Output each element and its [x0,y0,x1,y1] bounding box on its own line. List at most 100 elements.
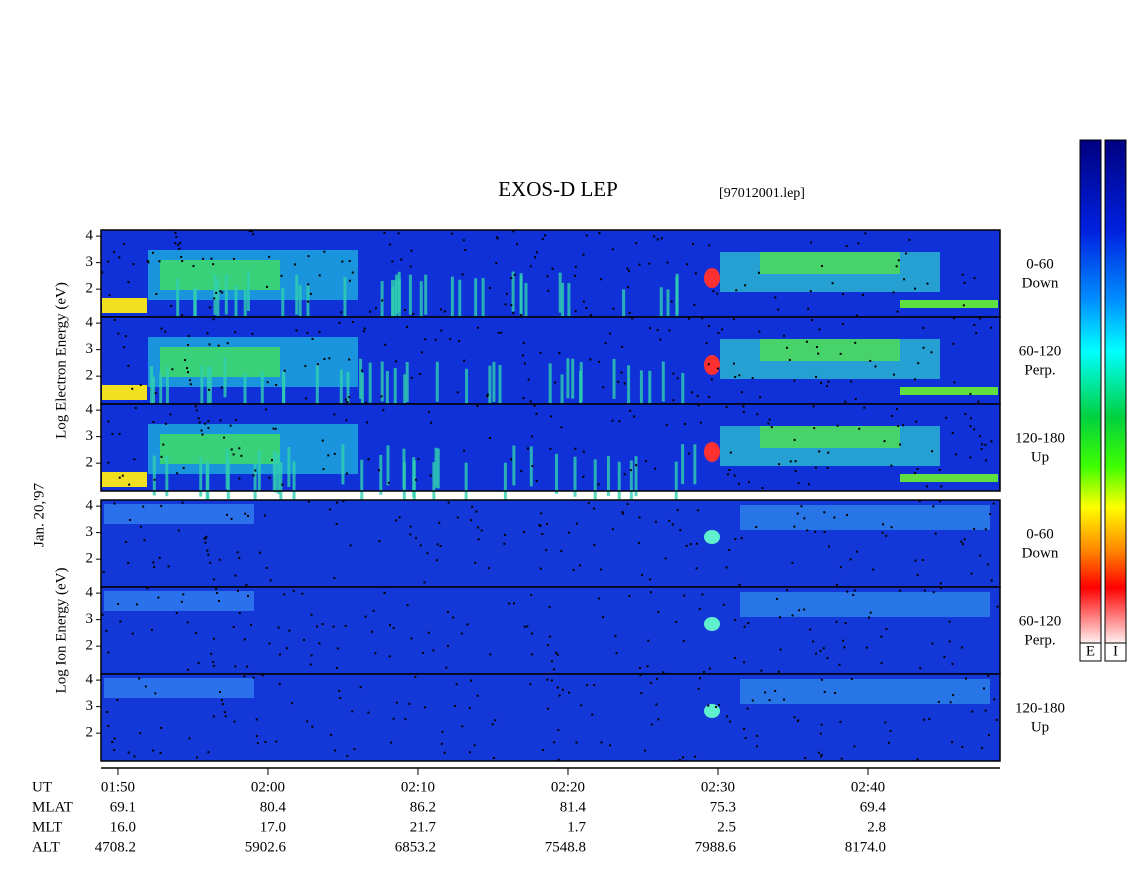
noise [530,594,533,597]
noise [614,635,617,638]
y-tick-label: 3 [86,428,94,444]
noise [248,230,251,233]
noise [864,232,867,235]
ephemeris-value: 5902.6 [245,839,287,855]
noise [174,242,177,245]
noise [690,391,693,394]
noise [510,304,513,307]
noise [953,381,956,384]
noise [744,284,747,287]
noise [132,263,135,266]
feature [223,357,227,398]
noise [470,679,473,682]
noise [455,683,458,686]
noise [855,550,858,553]
noise [963,538,966,541]
noise [572,568,575,571]
noise [896,310,899,313]
noise [158,556,161,559]
noise [475,510,478,513]
noise [152,421,155,424]
feature [295,274,299,315]
date: Jan. 20,'97 [31,483,47,547]
noise [732,318,735,321]
feature [408,274,412,315]
noise [310,613,313,616]
noise [960,540,963,543]
noise [558,694,561,697]
panel-label: Perp. [1024,632,1055,648]
noise [221,291,224,294]
noise [768,699,771,702]
noise [440,329,443,332]
noise [582,450,585,453]
noise [219,419,222,422]
title: EXOS-D LEP [498,177,618,201]
feature [152,455,156,496]
panel-label: Up [1031,719,1049,735]
noise [689,543,692,546]
noise [897,425,900,428]
noise [153,478,156,481]
noise [691,243,694,246]
ephemeris-value: 6853.2 [395,839,436,855]
noise [409,525,412,528]
noise [574,265,577,268]
noise [265,566,268,569]
noise [194,632,197,635]
noise [813,427,816,430]
feature [593,459,597,500]
noise [589,358,592,361]
noise [679,529,682,532]
noise [573,274,576,277]
ephemeris-value: 1.7 [567,819,586,835]
y-tick-label: 2 [86,725,94,741]
noise [291,702,294,705]
feature [292,461,296,502]
panel-label: 0-60 [1026,526,1054,542]
feature [165,456,169,497]
noise [553,741,556,744]
noise [582,300,585,303]
noise [101,271,104,274]
noise [874,365,877,368]
noise [628,312,631,315]
noise [844,622,847,625]
noise [971,710,974,713]
noise [226,342,229,345]
noise [649,681,652,684]
noise [914,287,917,290]
noise [615,652,618,655]
noise [415,537,418,540]
feature [102,385,147,400]
feature [243,289,247,330]
noise [734,538,737,541]
noise [219,290,222,293]
feature [481,278,485,319]
noise [158,260,161,263]
noise [476,326,479,329]
noise [318,274,321,277]
noise [203,537,206,540]
noise [977,400,980,403]
noise [403,309,406,312]
noise [580,704,583,707]
noise [841,322,844,325]
noise [244,512,247,515]
noise [541,237,544,240]
noise [360,369,363,372]
noise [371,630,374,633]
feature [397,278,401,319]
noise [388,655,391,658]
noise [254,469,257,472]
feature [561,282,565,323]
noise [822,647,825,650]
noise [230,517,233,520]
x-tick-label: 02:40 [851,779,885,795]
noise [321,623,324,626]
noise [756,413,759,416]
noise [602,616,605,619]
noise [774,296,777,299]
noise [410,376,413,379]
y-tick-label: 2 [86,455,94,471]
